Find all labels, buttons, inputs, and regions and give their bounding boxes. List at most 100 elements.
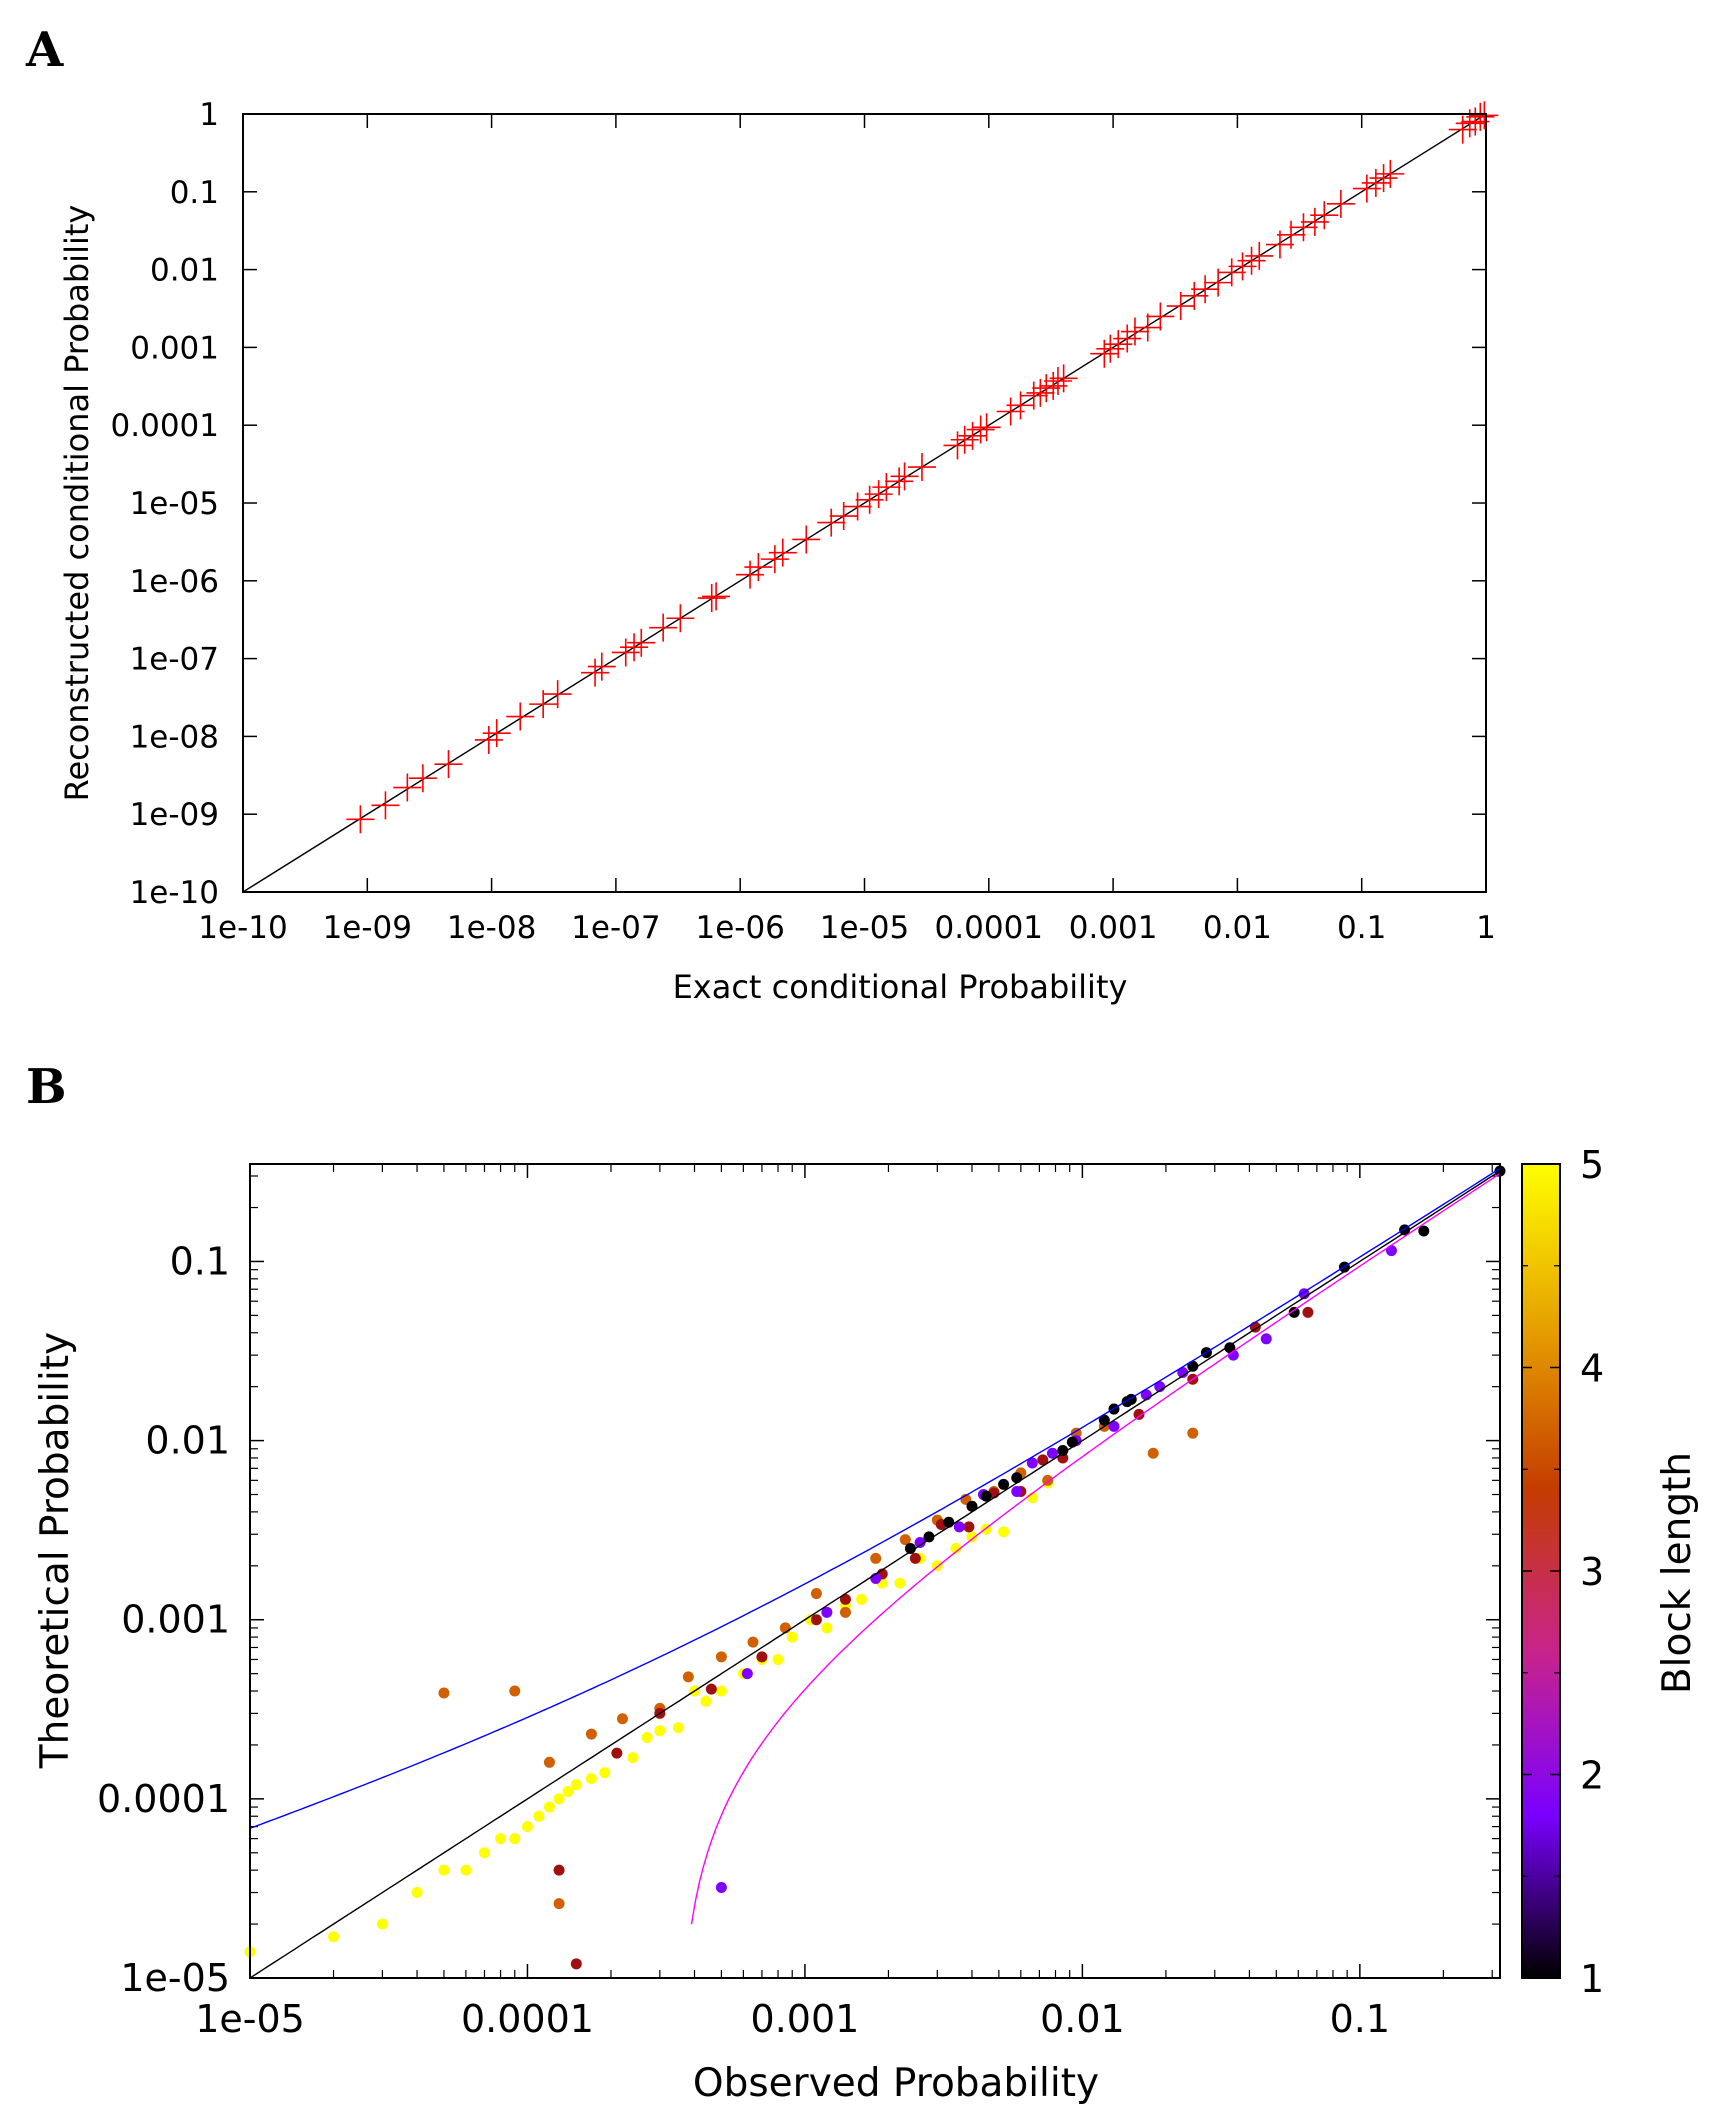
panel-a-x-tick-label: 1e-05 [820, 910, 909, 946]
panel-a-y-axis-label: Reconstructed conditional Probability [58, 205, 96, 802]
panel-a-data-point [1466, 102, 1495, 131]
panel-a-data-point [864, 480, 893, 509]
panel-b-data-point [923, 1531, 935, 1543]
panel-a-data-point [1043, 366, 1072, 395]
panel-a-data-point [950, 425, 979, 454]
panel-a-data-point [1361, 168, 1390, 197]
panel-a-data-point [1032, 374, 1061, 403]
panel-b-data-point [509, 1685, 521, 1697]
panel-b-data-point [980, 1490, 992, 1502]
panel-b-data-point [950, 1542, 962, 1554]
panel-b-data-point [756, 1651, 768, 1663]
panel-b-data-point [998, 1478, 1010, 1490]
panel-b-y-axis-label: Theoretical Probability [33, 1332, 78, 1769]
panel-b-y-tick-labels: 1e-05 0.0001 0.001 0.01 0.1 [97, 1239, 230, 2000]
panel-a-data-point [587, 652, 616, 681]
panel-b-y-tick-label: 0.0001 [97, 1777, 230, 1821]
panel-b-data-point [1187, 1427, 1199, 1439]
panel-a-y-tick-label: 1e-06 [130, 564, 219, 600]
panel-a-x-tick-label: 1e-09 [323, 910, 412, 946]
colorbar-tick-label: 1 [1580, 1957, 1604, 2001]
panel-a-y-tick-label: 0.01 [150, 253, 219, 289]
panel-b-data-point [1177, 1366, 1189, 1378]
panel-b-chart: 1e-05 0.0001 0.001 0.01 0.1 1e-05 0.0001 0.001… [33, 1143, 1700, 2106]
panel-a-data-point [697, 584, 726, 613]
panel-b-data-point [1133, 1408, 1145, 1420]
panel-a-data-point [611, 638, 640, 667]
panel-b-data-point [611, 1747, 623, 1759]
panel-a-x-axis-label: Exact conditional Probability [673, 968, 1128, 1006]
panel-a-data-point [1326, 189, 1355, 218]
panel-a-x-tick-label: 0.0001 [935, 910, 1043, 946]
panel-b-data-point [411, 1887, 423, 1899]
colorbar-tick-label: 5 [1580, 1143, 1604, 1187]
panel-b-data-point [899, 1534, 911, 1546]
panel-b-upper-curve [249, 1167, 1501, 1829]
panel-a-data-point [943, 431, 972, 460]
panel-a-data-point [346, 805, 375, 834]
panel-a-data-point [474, 725, 503, 754]
panel-b-data-point [904, 1542, 916, 1554]
panel-b-data-point [1026, 1457, 1038, 1469]
panel-a-y-tick-label: 1 [199, 97, 219, 133]
panel-b-data-point [914, 1536, 926, 1548]
panel-a-data-point [843, 492, 872, 521]
panel-b-data-point [521, 1821, 533, 1833]
panel-b-data-point [1260, 1333, 1272, 1345]
panel-b-data-point [585, 1772, 597, 1784]
panel-a-data-point [1120, 317, 1149, 346]
panel-b-y-tick-label: 0.001 [121, 1598, 230, 1642]
panel-a-x-tick-labels: 1e-10 1e-09 1e-08 1e-07 1e-06 1e-05 0.0001 0.00… [198, 910, 1496, 946]
panel-b-data-point [533, 1810, 545, 1822]
panel-b-data-point [599, 1767, 611, 1779]
panel-a-x-tick-label: 1e-07 [571, 910, 660, 946]
panel-a-y-tick-label: 0.1 [170, 175, 219, 211]
panel-b-data-point [1057, 1445, 1069, 1457]
panel-a-data-point [885, 467, 914, 496]
panel-a-y-tick-label: 0.0001 [111, 408, 219, 444]
panel-a-x-tick-label: 1e-06 [695, 910, 784, 946]
panel-b-x-tick-label: 1e-05 [195, 1997, 305, 2041]
panel-b-data-point [553, 1864, 565, 1876]
panel-b-data-point [585, 1728, 597, 1740]
panel-a-data-point [872, 473, 901, 502]
panel-b-x-tick-label: 0.0001 [461, 1997, 594, 2041]
panel-a-x-tick-label: 0.01 [1203, 910, 1272, 946]
panel-a-data-point [792, 525, 821, 554]
colorbar-tick-label: 2 [1580, 1754, 1604, 1798]
panel-a-data-point [958, 421, 987, 450]
panel-b-y-tick-label: 0.01 [145, 1419, 230, 1463]
panel-b-data-point [682, 1671, 694, 1683]
panel-a-data-point [1310, 201, 1339, 230]
panel-b-data-point [1037, 1454, 1049, 1466]
panel-a-data-point [1217, 258, 1246, 287]
panel-b-data-point [438, 1864, 450, 1876]
panel-a-data-point [1146, 302, 1175, 331]
panel-a-data-point [1204, 268, 1233, 297]
panel-a-y-tick-label: 1e-08 [130, 719, 219, 755]
panel-b-data-point [715, 1882, 727, 1894]
panel-a-points [346, 101, 1499, 834]
panel-a-data-point [1376, 159, 1405, 188]
colorbar-tick-label: 3 [1580, 1550, 1604, 1594]
panel-b-data-point [570, 1779, 582, 1791]
panel-b-data-point [1147, 1447, 1159, 1459]
panel-a-data-point [1289, 213, 1318, 242]
panel-a-x-tick-label: 1e-08 [447, 910, 536, 946]
panel-b-data-point [705, 1683, 717, 1695]
panel-b-data-point [856, 1593, 868, 1605]
panel-b-data-point [966, 1500, 978, 1512]
panel-b-data-point [839, 1606, 851, 1618]
panel-a-chart: 1e-10 1e-09 1e-08 1e-07 1e-06 1e-05 0.0001 0.00… [58, 97, 1499, 1006]
panel-a-data-point [1180, 281, 1209, 310]
panel-b-data-point [328, 1931, 340, 1943]
panel-a-data-point [482, 719, 511, 748]
panel-b-data-point [509, 1833, 521, 1845]
panel-a-data-point [817, 508, 846, 537]
panel-b-plot-frame [249, 1163, 1501, 1979]
panel-b-data-point [1042, 1474, 1054, 1486]
panel-b-data-point [478, 1847, 490, 1859]
panel-a-data-point [1245, 241, 1274, 270]
panel-a-y-tick-label: 0.001 [130, 330, 219, 366]
